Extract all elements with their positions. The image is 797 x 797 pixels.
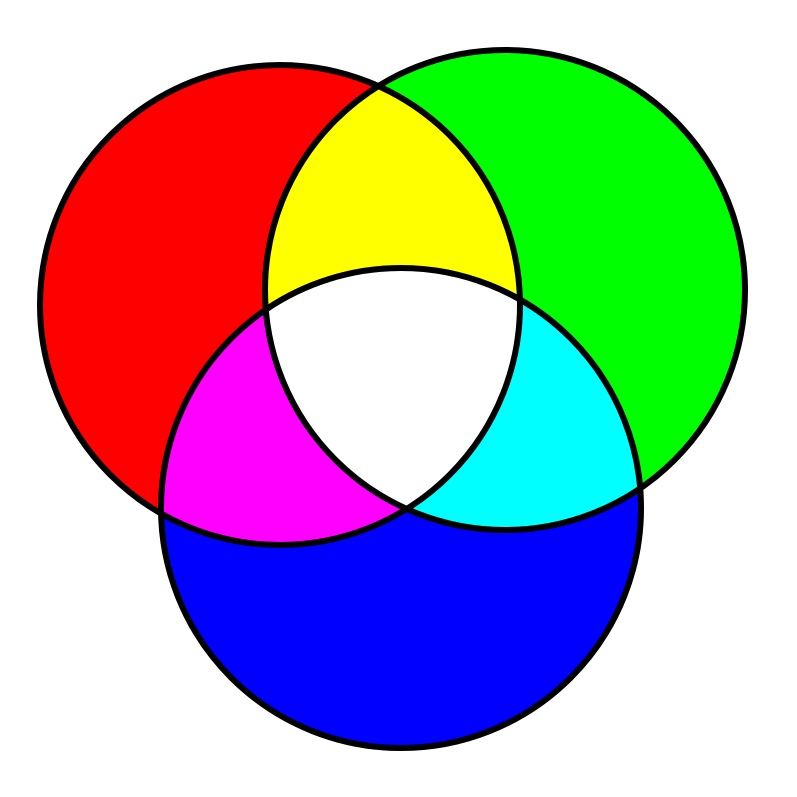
green-circle-outline [262, 47, 748, 533]
red-circle-outline [37, 62, 523, 548]
blue-circle-outline [158, 265, 644, 751]
